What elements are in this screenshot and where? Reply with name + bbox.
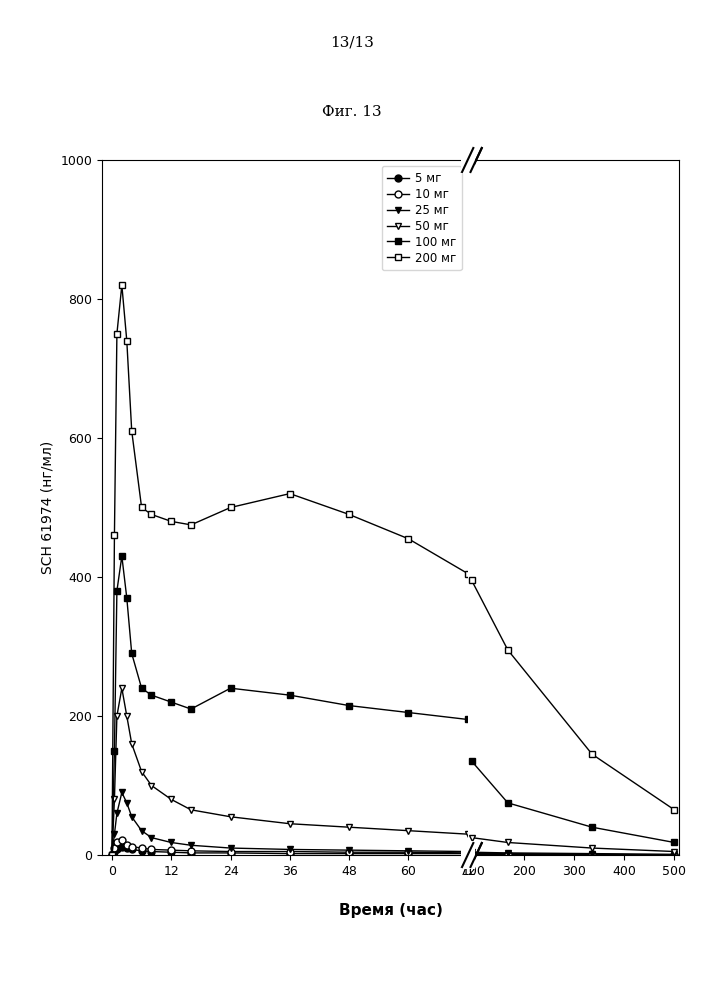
Text: 13/13: 13/13 [330, 35, 374, 49]
Text: Время (час): Время (час) [339, 902, 443, 918]
Text: Фиг. 13: Фиг. 13 [322, 105, 382, 119]
Legend: 5 мг, 10 мг, 25 мг, 50 мг, 100 мг, 200 мг: 5 мг, 10 мг, 25 мг, 50 мг, 100 мг, 200 м… [382, 166, 462, 270]
Y-axis label: SCH 61974 (нг/мл): SCH 61974 (нг/мл) [41, 441, 55, 574]
